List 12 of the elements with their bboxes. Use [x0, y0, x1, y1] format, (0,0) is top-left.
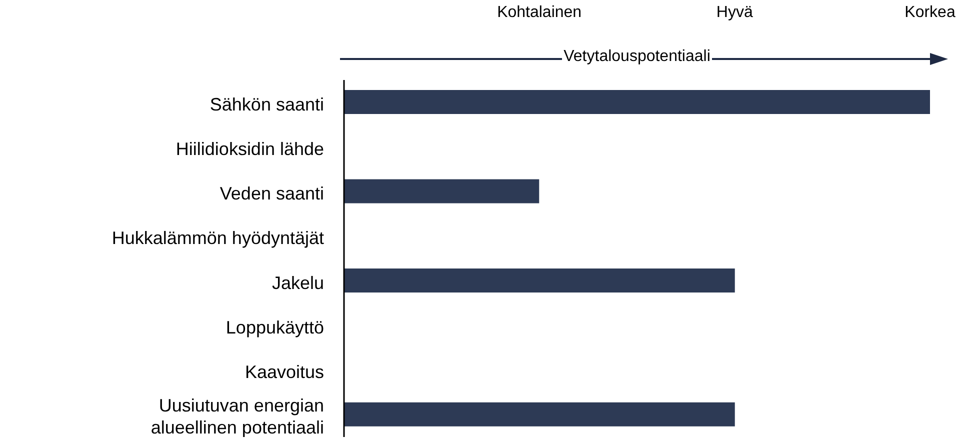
y-tick-label: Hukkalämmön hyödyntäjät	[112, 228, 324, 248]
y-tick-label: Loppukäyttö	[226, 317, 324, 338]
y-tick-label: Hiilidioksidin lähde	[176, 138, 324, 159]
y-tick-label: Kaavoitus	[244, 362, 324, 382]
text: Korkea	[904, 4, 956, 22]
y-tick-label: Jakelu	[272, 272, 324, 293]
y-tick-label: Uusiutuvan energian alueellinen potentiaali	[150, 396, 324, 438]
x-axis-title: Vetytalouspotentiaali	[562, 48, 712, 65]
y-tick-label: Sähkön saanti	[210, 94, 324, 114]
text: Hyvä	[715, 4, 754, 22]
text: Kohtalainen	[496, 4, 583, 22]
y-tick-label: Veden saanti	[220, 184, 324, 204]
